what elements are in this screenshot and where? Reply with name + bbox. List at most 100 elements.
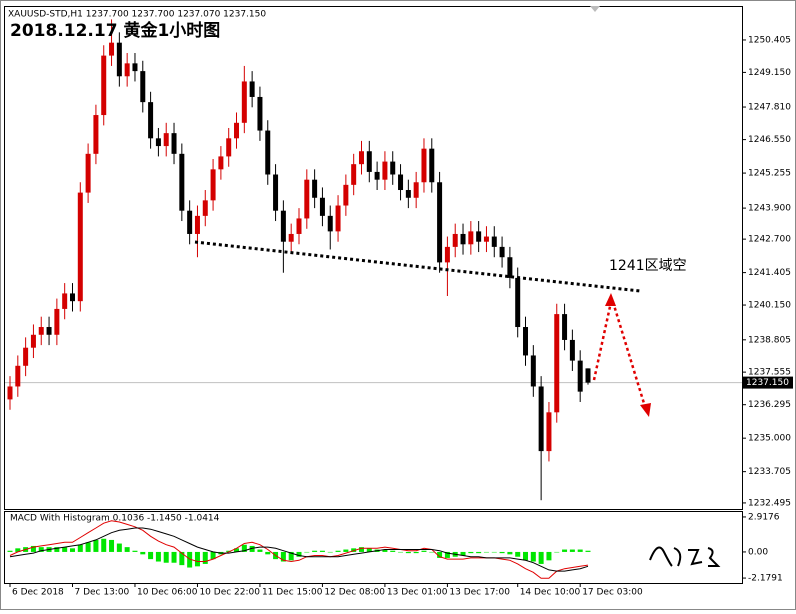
macd-panel (4, 511, 743, 584)
y-tick-label: 1247.810 (748, 103, 791, 113)
last-price-label: 1237.150 (746, 378, 789, 388)
candle-body (101, 55, 107, 116)
y-tick-label: 1235.000 (748, 434, 791, 444)
candle-body (218, 156, 224, 170)
histogram-bar (538, 551, 544, 564)
plot: 1250.405 1249.150 1247.810 1246.550 1245.255… (5, 19, 793, 598)
candle-body (249, 81, 255, 97)
candle-body (429, 148, 435, 183)
candle-body (546, 412, 552, 452)
histogram-bar (562, 549, 568, 552)
candle-body (23, 347, 29, 366)
candle-body (288, 233, 294, 242)
candle-body (398, 174, 404, 191)
candle-body (437, 182, 443, 263)
candle-body (366, 151, 372, 172)
histogram-bar (265, 551, 271, 555)
histogram-bar (116, 543, 122, 552)
candle-body (140, 71, 146, 103)
histogram-bar (507, 551, 513, 555)
x-tick-label: 14 Dec 10:00 (520, 588, 581, 598)
histogram-bar (382, 549, 388, 552)
candle-body (390, 161, 396, 175)
candle-body (421, 148, 427, 183)
x-tick-label: 13 Dec 17:00 (449, 588, 510, 598)
histogram-bar (171, 551, 177, 563)
x-tick-label: 6 Dec 2018 (12, 588, 64, 598)
candle-body (460, 233, 466, 245)
candle-body (46, 327, 52, 335)
candle-body (452, 233, 458, 247)
y-tick-label: -2.1791 (748, 574, 783, 584)
candle-body (538, 386, 544, 452)
candle-body (273, 174, 279, 211)
histogram-bar (15, 548, 21, 552)
histogram-bar (38, 547, 44, 552)
candle-body (530, 355, 536, 387)
histogram-bar (179, 551, 185, 566)
x-tick-label: 7 Dec 13:00 (74, 588, 129, 598)
candle-body (343, 184, 349, 206)
candle-body (335, 205, 341, 232)
shift-marker (590, 6, 600, 12)
histogram-bar (491, 551, 497, 553)
candle-body (296, 218, 302, 234)
candle-body (554, 314, 560, 413)
histogram-bar (569, 549, 575, 552)
histogram-bar (585, 550, 591, 552)
histogram-bar (234, 548, 240, 552)
histogram-bar (241, 544, 247, 552)
main-panel (4, 6, 743, 510)
y-tick-label: 1250.405 (748, 35, 791, 45)
histogram-bar (109, 539, 115, 552)
candle-body (569, 339, 575, 361)
x-tick-label: 17 Dec 03:00 (582, 588, 643, 598)
histogram-bar (304, 551, 310, 553)
candle-body (155, 138, 161, 147)
candle-body (491, 236, 497, 247)
candle-body (62, 293, 68, 309)
histogram-bar (468, 551, 474, 554)
histogram-bar (444, 551, 450, 558)
candle-body (30, 334, 36, 348)
histogram-bar (280, 551, 286, 562)
candle-body (319, 197, 325, 216)
y-tick-label: 1243.900 (748, 204, 791, 214)
histogram-bar (546, 551, 552, 561)
y-tick-label: 1249.150 (748, 68, 791, 78)
histogram-bar (413, 551, 419, 554)
candle-body (382, 161, 388, 180)
histogram-bar (312, 550, 318, 552)
histogram-bar (499, 551, 505, 554)
forecast-arrow (592, 301, 648, 411)
x-tick-label: 10 Dec 22:00 (199, 588, 260, 598)
histogram-bar (30, 545, 36, 552)
candle-body (374, 171, 380, 180)
candle-body (226, 138, 232, 157)
histogram-bar (155, 551, 161, 562)
y-tick-label: 1240.150 (748, 301, 791, 311)
x-tick-label: 11 Dec 15:00 (262, 588, 323, 598)
candle-body (499, 246, 505, 258)
y-tick-label: 1237.555 (748, 368, 791, 378)
histogram-bar (390, 550, 396, 552)
histogram-bar (554, 551, 560, 553)
candle-body (577, 360, 583, 392)
histogram-bar (226, 550, 232, 552)
histogram-bar (163, 551, 169, 563)
candle-body (54, 308, 60, 335)
candle-body (124, 63, 130, 77)
candle-body (585, 368, 591, 383)
candle-body (468, 231, 474, 245)
x-tick-label: 12 Dec 08:00 (324, 588, 385, 598)
candle-body (515, 277, 521, 328)
y-tick-label: 0.00 (748, 547, 768, 557)
candle-body (265, 130, 271, 175)
histogram-bar (77, 544, 83, 552)
candle-body (132, 63, 138, 72)
histogram-bar (483, 551, 489, 553)
y-tick-label: 1246.550 (748, 135, 791, 145)
candle-body (257, 96, 263, 131)
arrow-head (640, 403, 651, 417)
